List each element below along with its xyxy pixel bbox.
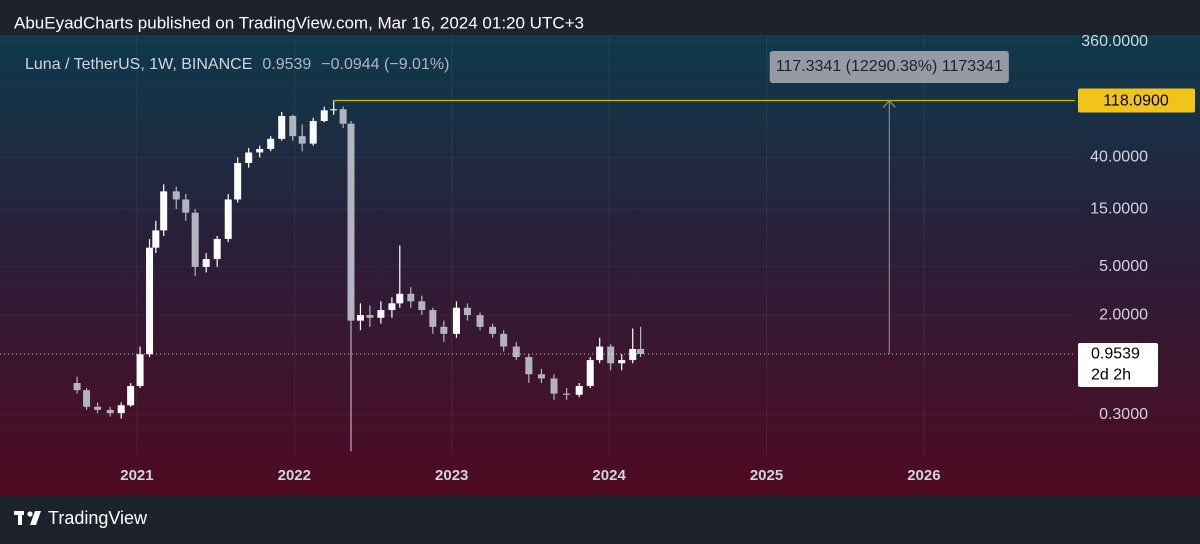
y-tick-label: 40.0000 bbox=[1090, 149, 1148, 166]
candle-body bbox=[146, 247, 154, 355]
candle-body bbox=[512, 346, 520, 358]
candle-body bbox=[366, 315, 374, 318]
candle-body bbox=[537, 374, 545, 379]
candle-body bbox=[267, 138, 275, 149]
countdown: 2d 2h bbox=[1091, 366, 1131, 383]
high-label: 118.0900 bbox=[1103, 93, 1169, 110]
candle-body bbox=[298, 136, 306, 144]
header: AbuEyadCharts published on TradingView.c… bbox=[14, 13, 584, 32]
measure-label-box bbox=[769, 51, 1009, 83]
candle-body bbox=[224, 199, 232, 239]
candle-body bbox=[407, 293, 415, 302]
logo-part bbox=[18, 511, 22, 525]
candle-body bbox=[418, 301, 426, 311]
candle-body bbox=[618, 360, 626, 364]
candle-body bbox=[202, 259, 210, 267]
y-tick-label: 15.0000 bbox=[1090, 200, 1148, 217]
logo-part bbox=[27, 511, 33, 517]
last-price-box bbox=[1078, 343, 1158, 388]
measure-arrowhead bbox=[882, 99, 896, 108]
footer-brand: TradingView bbox=[48, 508, 148, 528]
candle-body bbox=[500, 333, 508, 347]
candle-body bbox=[575, 385, 583, 395]
footer-logo bbox=[14, 511, 41, 525]
measure-label: 117.3341 (12290.38%) 1173341 bbox=[776, 58, 1003, 75]
candle-body bbox=[607, 346, 615, 364]
high-label-box bbox=[1078, 88, 1195, 113]
candle-body bbox=[94, 406, 102, 410]
candle-body bbox=[320, 110, 328, 121]
chart-title: Luna / TetherUS, 1W, BINANCE bbox=[25, 56, 252, 73]
candle-body bbox=[234, 162, 242, 200]
candle-body bbox=[191, 212, 199, 267]
candle-body bbox=[452, 307, 460, 334]
candle-body bbox=[278, 115, 286, 139]
candle-body bbox=[136, 354, 144, 386]
x-tick-label: 2026 bbox=[907, 467, 940, 484]
candle-body bbox=[637, 348, 645, 355]
candle-body bbox=[476, 315, 484, 327]
last-price-label: 0.9539 bbox=[1091, 345, 1140, 362]
candle-body bbox=[440, 326, 448, 334]
candle-body bbox=[429, 310, 437, 327]
header-price: 0.9539 bbox=[262, 56, 311, 73]
candle-body bbox=[563, 393, 571, 395]
candle-body bbox=[330, 109, 338, 111]
candle-body bbox=[347, 123, 355, 321]
candle-body bbox=[213, 238, 221, 260]
candle-body bbox=[396, 293, 404, 304]
x-tick-label: 2023 bbox=[435, 467, 468, 484]
candle-body bbox=[83, 390, 91, 407]
candle-body bbox=[586, 360, 594, 386]
header-change: −0.0944 (−9.01%) bbox=[321, 56, 449, 73]
candle-body bbox=[117, 405, 125, 414]
x-tick-label: 2024 bbox=[592, 467, 626, 484]
candle-body bbox=[106, 409, 114, 414]
x-tick-label: 2021 bbox=[120, 467, 153, 484]
candle-body bbox=[127, 385, 135, 406]
candle-body bbox=[256, 148, 264, 153]
candle-body bbox=[356, 315, 364, 321]
candle-body bbox=[463, 307, 471, 316]
chart-bg bbox=[0, 35, 1200, 495]
candle-body bbox=[388, 303, 396, 311]
candle-body bbox=[172, 191, 180, 200]
candle-body bbox=[245, 152, 253, 163]
y-tick-label: 2.0000 bbox=[1099, 306, 1148, 323]
candle-body bbox=[489, 326, 497, 334]
candle-body bbox=[73, 383, 81, 391]
candle-body bbox=[309, 120, 317, 144]
y-tick-label: 360.0000 bbox=[1081, 33, 1148, 50]
x-tick-label: 2025 bbox=[750, 467, 783, 484]
candle-body bbox=[289, 115, 297, 137]
y-tick-label: 5.0000 bbox=[1099, 258, 1148, 275]
candle-body bbox=[182, 199, 190, 213]
candle-body bbox=[160, 191, 168, 231]
candle-body bbox=[339, 109, 347, 124]
candle-body bbox=[629, 348, 637, 361]
candle-body bbox=[152, 230, 160, 248]
y-tick-label: 0.3000 bbox=[1099, 406, 1148, 423]
candle-body bbox=[550, 378, 558, 394]
x-tick-label: 2022 bbox=[278, 467, 311, 484]
logo-part bbox=[30, 511, 41, 525]
plot: 118.0900 0.9539 2d 2h 117.3341 (12290.38%) … bbox=[0, 51, 1195, 452]
candle-body bbox=[596, 346, 604, 361]
candle-body bbox=[377, 310, 385, 318]
grid: 2021 2022 2023 2024 2025 2026 0.3000 2.0000 5.00… bbox=[0, 33, 1148, 484]
candle-body bbox=[525, 357, 533, 375]
